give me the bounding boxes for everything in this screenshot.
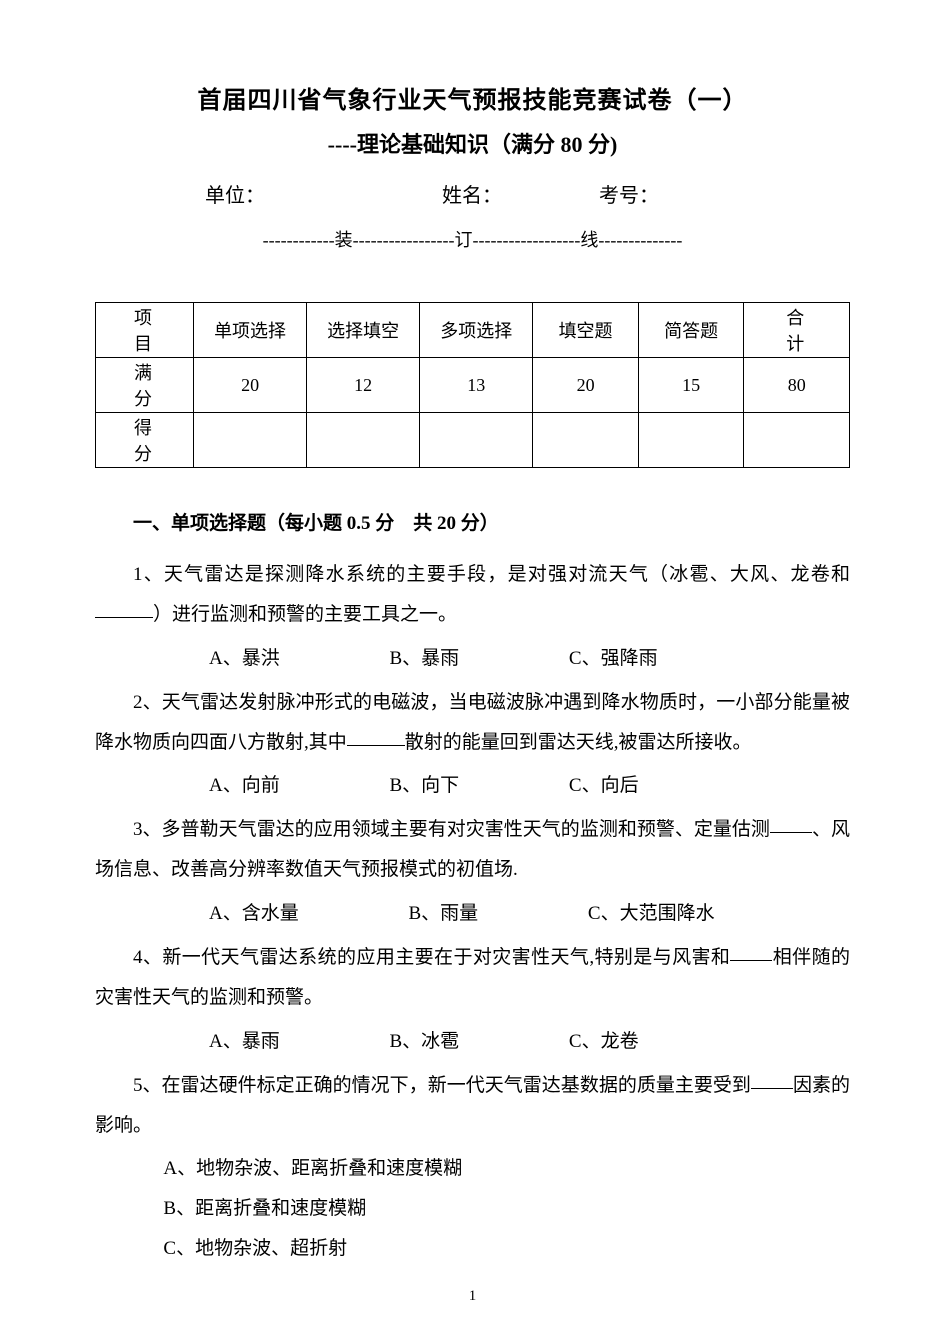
question-2-options: A、向前 B、向下 C、向后	[95, 766, 850, 806]
score-cell: 20	[533, 358, 639, 413]
q3-opt-a: A、含水量	[152, 894, 299, 934]
score-table: 项 目 单项选择 选择填空 多项选择 填空题 简答题 合 计 满 分 20 12…	[95, 302, 850, 468]
score-cell: 15	[638, 358, 744, 413]
col-header: 选择填空	[307, 303, 420, 358]
q1-opt-a: A、暴洪	[152, 639, 280, 679]
blank-line	[751, 1069, 793, 1089]
exam-no-label: 考号：	[599, 179, 659, 208]
q4-opt-b: B、冰雹	[332, 1022, 459, 1062]
section-1-heading: 一、单项选择题（每小题 0.5 分 共 20 分）	[95, 508, 850, 535]
question-4: 4、新一代天气雷达系统的应用主要在于对灾害性天气,特别是与风害和相伴随的灾害性天…	[95, 938, 850, 1018]
unit-label: 单位：	[205, 179, 435, 208]
question-1: 1、天气雷达是探测降水系统的主要手段，是对强对流天气（冰雹、大风、龙卷和 ）进行监…	[95, 555, 850, 635]
question-3-options: A、含水量 B、雨量 C、大范围降水	[95, 894, 850, 934]
score-cell-empty	[307, 413, 420, 468]
score-cell-empty	[744, 413, 850, 468]
table-row: 项 目 单项选择 选择填空 多项选择 填空题 简答题 合 计	[96, 303, 850, 358]
blank-line	[95, 598, 153, 618]
q1-opt-c: C、强降雨	[512, 639, 658, 679]
score-cell-empty	[638, 413, 744, 468]
q5-opt-a: A、地物杂波、距离折叠和速度模糊	[163, 1149, 850, 1189]
question-2: 2、天气雷达发射脉冲形式的电磁波，当电磁波脉冲遇到降水物质时，一小部分能量被降水…	[95, 683, 850, 763]
question-4-options: A、暴雨 B、冰雹 C、龙卷	[95, 1022, 850, 1062]
blank-line	[770, 813, 812, 833]
question-3: 3、多普勒天气雷达的应用领域主要有对灾害性天气的监测和预警、定量估测、风场信息、…	[95, 810, 850, 890]
score-cell-empty	[194, 413, 307, 468]
page-container: 首届四川省气象行业天气预报技能竞赛试卷（一） ----理论基础知识（满分 80 …	[0, 0, 945, 1337]
question-5-options: A、地物杂波、距离折叠和速度模糊 B、距离折叠和速度模糊 C、地物杂波、超折射	[95, 1149, 850, 1269]
page-subtitle: ----理论基础知识（满分 80 分)	[95, 127, 850, 159]
score-cell-empty	[420, 413, 533, 468]
q2-opt-a: A、向前	[152, 766, 280, 806]
row-label-got: 得 分	[96, 413, 194, 468]
table-row: 满 分 20 12 13 20 15 80	[96, 358, 850, 413]
page-title: 首届四川省气象行业天气预报技能竞赛试卷（一）	[95, 80, 850, 115]
q5-opt-c: C、地物杂波、超折射	[163, 1229, 850, 1269]
q4-opt-c: C、龙卷	[512, 1022, 639, 1062]
q2-text-b: 散射的能量回到雷达天线,被雷达所接收。	[405, 732, 752, 753]
col-header: 填空题	[533, 303, 639, 358]
q5-opt-b: B、距离折叠和速度模糊	[163, 1189, 850, 1229]
q3-text-a: 3、多普勒天气雷达的应用领域主要有对灾害性天气的监测和预警、定量估测	[133, 819, 770, 840]
score-cell-empty	[533, 413, 639, 468]
score-cell: 12	[307, 358, 420, 413]
blank-line	[347, 726, 405, 746]
q1-text-b: ）进行监测和预警的主要工具之一。	[153, 604, 457, 625]
table-row: 得 分	[96, 413, 850, 468]
score-cell: 13	[420, 358, 533, 413]
q3-opt-c: C、大范围降水	[531, 894, 715, 934]
q2-opt-b: B、向下	[332, 766, 459, 806]
col-header-total: 合 计	[744, 303, 850, 358]
row-label-full: 满 分	[96, 358, 194, 413]
q4-opt-a: A、暴雨	[152, 1022, 280, 1062]
q1-text-a: 1、天气雷达是探测降水系统的主要手段，是对强对流天气（冰雹、大风、龙卷和	[133, 564, 850, 585]
col-header: 简答题	[638, 303, 744, 358]
binding-line: ------------装-----------------订---------…	[95, 226, 850, 252]
name-label: 姓名：	[442, 179, 592, 208]
q2-opt-c: C、向后	[512, 766, 639, 806]
col-header: 多项选择	[420, 303, 533, 358]
q5-text-a: 5、在雷达硬件标定正确的情况下，新一代天气雷达基数据的质量主要受到	[133, 1075, 751, 1096]
blank-line	[730, 941, 772, 961]
col-header-item: 项 目	[96, 303, 194, 358]
col-header: 单项选择	[194, 303, 307, 358]
q4-text-a: 4、新一代天气雷达系统的应用主要在于对灾害性天气,特别是与风害和	[133, 947, 730, 968]
score-cell: 20	[194, 358, 307, 413]
question-5: 5、在雷达硬件标定正确的情况下，新一代天气雷达基数据的质量主要受到因素的影响。	[95, 1066, 850, 1146]
q3-opt-b: B、雨量	[351, 894, 478, 934]
score-cell: 80	[744, 358, 850, 413]
question-1-options: A、暴洪 B、暴雨 C、强降雨	[95, 639, 850, 679]
page-number: 1	[0, 1288, 945, 1305]
q1-opt-b: B、暴雨	[332, 639, 459, 679]
candidate-info-line: 单位： 姓名： 考号：	[95, 179, 850, 208]
